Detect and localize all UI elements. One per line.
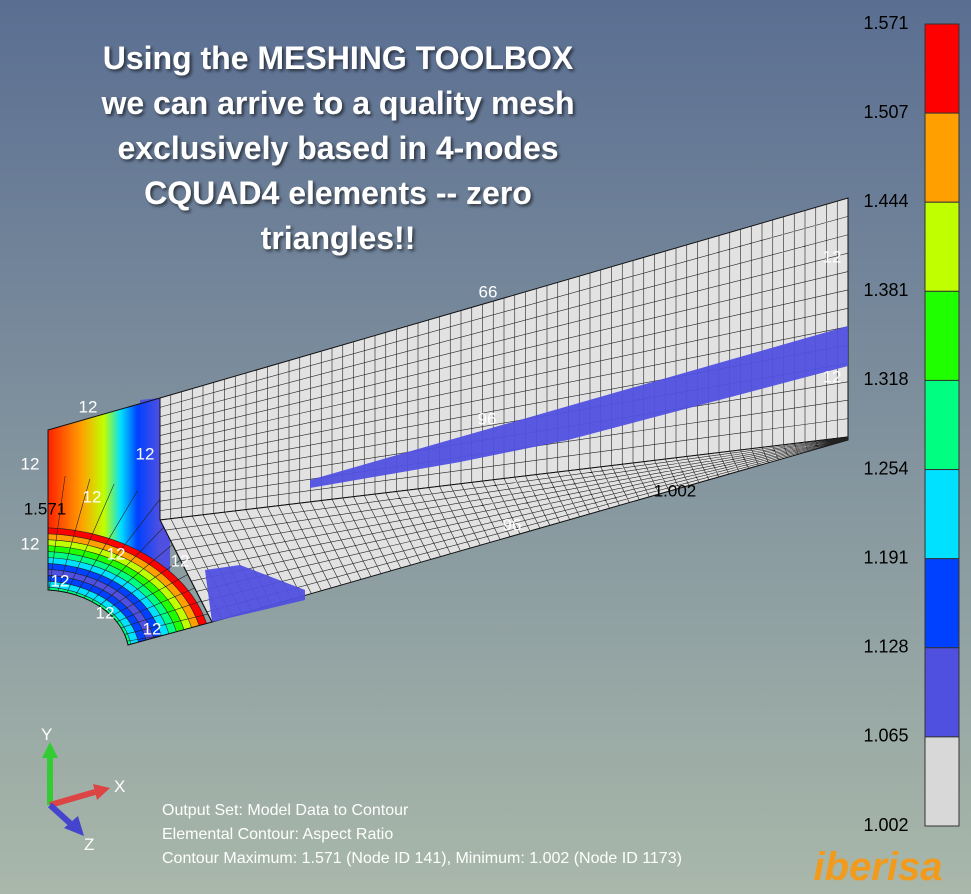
- status-line: Output Set: Model Data to Contour: [162, 802, 409, 819]
- mesh-label: 12: [107, 544, 126, 563]
- legend-band: [924, 379, 960, 471]
- mesh-label: 12: [171, 551, 190, 570]
- mesh-label: 12: [136, 444, 155, 463]
- legend-tick-label: 1.444: [863, 191, 908, 211]
- axis-triad: Y X Z: [41, 725, 125, 854]
- legend-tick-label: 1.571: [863, 13, 908, 33]
- legend-band: [924, 201, 960, 292]
- mesh-label: 66: [479, 282, 498, 301]
- contour-band: [205, 565, 305, 622]
- z-axis-label: Z: [84, 835, 94, 854]
- mesh-lines: [165, 437, 849, 620]
- legend-band: [924, 469, 960, 560]
- z-axis-arrow: [47, 802, 75, 828]
- mesh-label: 12: [21, 534, 40, 553]
- logo: iberisa: [814, 845, 943, 889]
- mesh-label: 1.571: [24, 499, 67, 518]
- legend-tick-label: 1.318: [863, 369, 908, 389]
- legend-tick-label: 1.191: [863, 547, 908, 567]
- legend-tick-label: 1.507: [863, 102, 908, 122]
- mesh-label: 12: [823, 367, 842, 386]
- legend-band: [924, 647, 960, 738]
- face-outline: [47, 397, 213, 646]
- mesh-label: 12: [21, 454, 40, 473]
- mesh-label: 12: [83, 487, 102, 506]
- status-text: Output Set: Model Data to Contour Element…: [162, 802, 682, 867]
- status-line: Contour Maximum: 1.571 (Node ID 141), Mi…: [162, 850, 682, 867]
- mesh-label: 12: [143, 619, 162, 638]
- legend-tick-label: 1.128: [863, 637, 908, 657]
- overlay-title: Using the MESHING TOOLBOX we can arrive t…: [100, 40, 574, 256]
- title-line: we can arrive to a quality mesh: [100, 85, 574, 121]
- mesh-label: 96: [503, 515, 522, 534]
- legend-band: [924, 558, 960, 649]
- legend-band: [924, 736, 960, 827]
- mesh-label: 12: [823, 247, 842, 266]
- mesh-label: 12: [79, 397, 98, 416]
- legend-band: [924, 112, 960, 203]
- legend-tick-label: 1.002: [863, 815, 908, 835]
- title-line: exclusively based in 4-nodes: [117, 130, 558, 166]
- mesh-labels: 66 12 12 12 12 12 12 12 12 12 12 12 12 96 96 1.002 1.571: [21, 247, 842, 638]
- x-axis-head: [93, 784, 110, 800]
- legend-tick-label: 1.065: [863, 726, 908, 746]
- title-line: Using the MESHING TOOLBOX: [103, 40, 574, 76]
- mesh-label: 12: [51, 571, 70, 590]
- legend: 1.571 1.507 1.444 1.381 1.318 1.254 1.191 1.128…: [863, 13, 960, 835]
- legend-tick-label: 1.254: [863, 458, 908, 478]
- y-axis-head: [42, 742, 58, 758]
- mesh-label: 1.002: [654, 481, 697, 500]
- z-axis-head: [64, 816, 84, 836]
- mesh-label: 96: [478, 409, 497, 428]
- mesh-lines: [159, 201, 849, 519]
- legend-tick-label: 1.381: [863, 280, 908, 300]
- legend-band: [924, 23, 960, 114]
- title-line: CQUAD4 elements -- zero: [144, 175, 532, 211]
- status-line: Elemental Contour: Aspect Ratio: [162, 826, 393, 843]
- x-axis-arrow: [49, 789, 96, 808]
- contour-band: [310, 326, 848, 488]
- mesh-label: 12: [96, 603, 115, 622]
- x-axis-label: X: [114, 777, 125, 796]
- legend-band: [924, 290, 960, 381]
- y-axis-label: Y: [41, 725, 52, 744]
- title-line: triangles!!: [261, 220, 416, 256]
